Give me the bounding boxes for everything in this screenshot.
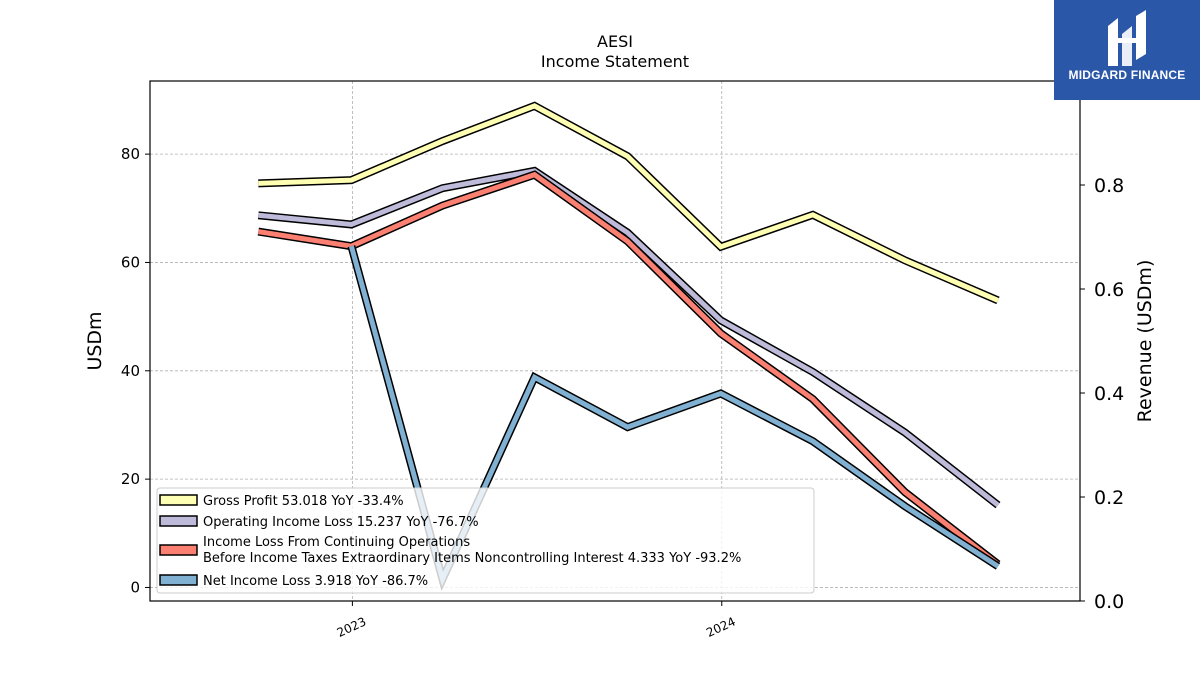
series-stroke [258,103,999,303]
series-outline [258,101,1000,305]
left-y-axis: 0 20 40 60 80 [121,145,150,596]
series-outline [257,166,1001,509]
legend-label: Net Income Loss 3.918 YoY -86.7% [203,574,428,589]
right-y-axis-label: Revenue (USDm) [1134,260,1156,423]
right-y-tick-label: 0.2 [1094,487,1124,509]
series-line-0 [258,101,1000,305]
y-tick-label: 0 [130,578,140,596]
legend: Gross Profit 53.018 YoY -33.4% Operating … [156,487,815,594]
plot-frame [149,80,1081,602]
y-tick-label: 20 [121,470,140,488]
legend-swatch-0 [159,494,198,506]
right-y-tick-label: 0.0 [1094,591,1124,613]
legend-swatch-1 [159,515,198,527]
right-y-tick-label: 0.4 [1094,383,1124,405]
right-y-axis: 0.0 0.2 0.4 0.6 0.8 [1080,175,1124,613]
right-y-tick-label: 0.6 [1094,279,1124,301]
x-axis: 2023 2024 [335,601,738,640]
x-tick-label: 2023 [335,614,369,640]
legend-label: Gross Profit 53.018 YoY -33.4% [203,494,404,509]
legend-swatch-2 [159,544,198,556]
y-axis-label: USDm [84,311,106,370]
chart-title: AESI [597,32,633,51]
x-tick-label: 2024 [704,614,738,640]
right-y-tick-label: 0.8 [1094,175,1124,197]
logo-text: MIDGARD FINANCE [1068,68,1186,82]
grid-lines [150,81,1080,601]
chart-subtitle: Income Statement [541,52,689,71]
legend-label: Operating Income Loss 15.237 YoY -76.7% [203,515,479,530]
legend-swatch-3 [159,574,198,586]
y-tick-label: 40 [121,362,140,380]
midgard-finance-logo: MIDGARD FINANCE [1054,0,1200,100]
series-line-1 [257,166,1001,509]
legend-box [156,487,815,594]
legend-label: Income Loss From Continuing Operations [203,535,470,550]
logo-mark-icon [1108,10,1146,66]
y-tick-label: 60 [121,253,140,271]
y-tick-label: 80 [121,145,140,163]
legend-label: Before Income Taxes Extraordinary Items … [203,551,741,566]
